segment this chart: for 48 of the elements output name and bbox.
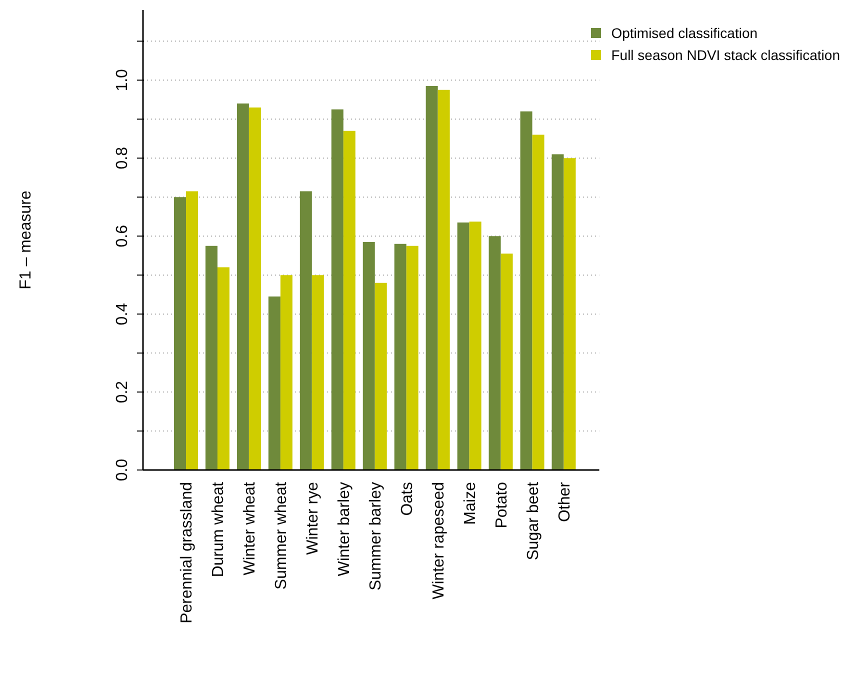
bar bbox=[426, 86, 438, 470]
y-tick-label: 0.0 bbox=[114, 458, 131, 482]
bar bbox=[248, 107, 261, 470]
legend-label: Optimised classification bbox=[611, 25, 758, 41]
y-axis-title: F1 – measure bbox=[18, 190, 35, 290]
x-tick-label: Sugar beet bbox=[525, 481, 542, 560]
bar bbox=[205, 246, 218, 470]
bar bbox=[500, 254, 513, 470]
x-tick-label: Winter barley bbox=[336, 482, 354, 576]
bar bbox=[394, 244, 406, 470]
bar bbox=[300, 191, 312, 470]
bar bbox=[280, 275, 292, 470]
bar bbox=[374, 282, 387, 470]
x-tick-label: Other bbox=[556, 481, 574, 522]
y-tick-label: 1.0 bbox=[114, 68, 131, 92]
x-tick-label: Winter rye bbox=[304, 482, 322, 555]
bar bbox=[520, 111, 532, 470]
bar bbox=[469, 222, 482, 470]
x-tick-label: Summer wheat bbox=[273, 481, 290, 590]
bar bbox=[186, 191, 198, 470]
y-tick-label: 0.2 bbox=[114, 380, 131, 404]
bar bbox=[552, 154, 564, 470]
bar bbox=[217, 267, 230, 470]
bar bbox=[457, 222, 470, 470]
y-tick-label: 0.8 bbox=[114, 146, 131, 170]
y-tick-label: 0.6 bbox=[114, 224, 131, 248]
x-tick-label: Potato bbox=[494, 482, 511, 528]
bar bbox=[343, 130, 356, 470]
legend-label: Full season NDVI stack classification bbox=[611, 47, 840, 63]
x-tick-label: Oats bbox=[399, 482, 416, 516]
x-tick-label: Durum wheat bbox=[210, 481, 228, 578]
bar bbox=[532, 134, 544, 470]
x-tick-label: Maize bbox=[462, 482, 480, 525]
bar bbox=[268, 296, 280, 470]
bar bbox=[362, 242, 375, 470]
bar bbox=[488, 236, 501, 470]
bar bbox=[174, 197, 186, 470]
bar bbox=[312, 275, 324, 470]
bar bbox=[564, 158, 576, 470]
x-tick-label: Winter wheat bbox=[242, 481, 259, 576]
bar bbox=[236, 104, 249, 470]
x-tick-label: Winter rapeseed bbox=[430, 482, 448, 600]
x-tick-label: Summer barley bbox=[368, 482, 385, 590]
x-tick-label: Perennial grassland bbox=[178, 482, 196, 624]
y-tick-label: 0.4 bbox=[114, 302, 131, 326]
bar bbox=[406, 246, 418, 470]
bar bbox=[331, 109, 344, 470]
bar bbox=[438, 90, 450, 470]
